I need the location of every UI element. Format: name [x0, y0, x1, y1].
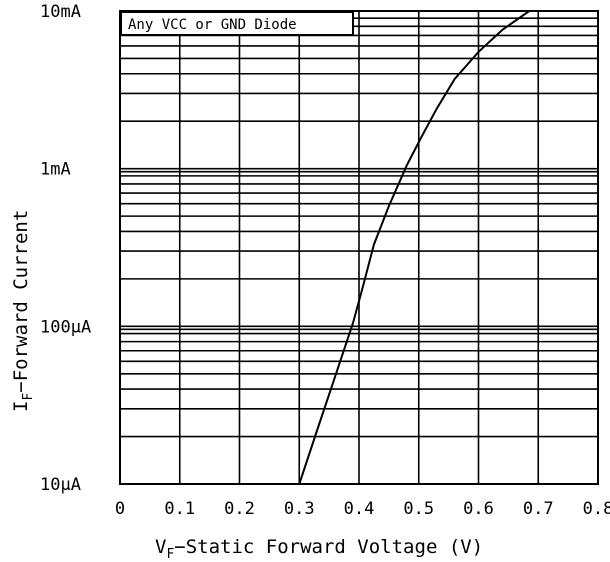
x-tick-label: 0.6	[463, 499, 494, 519]
forward-current-curve	[298, 10, 530, 485]
x-tick-label: 0.1	[164, 499, 195, 519]
y-tick-label: 10mA	[40, 2, 81, 22]
y-tick-labels: 10µA 100µA 1mA 10mA	[40, 2, 91, 495]
x-tick-label: 0.8	[583, 499, 610, 519]
legend-box: Any VCC or GND Diode	[120, 11, 354, 36]
plot-frame	[119, 10, 599, 485]
x-tick-label: 0	[115, 499, 125, 519]
x-tick-labels: 0 0.1 0.2 0.3 0.4 0.5 0.6 0.7 0.8	[115, 499, 610, 519]
x-tick-label: 0.2	[224, 499, 255, 519]
y-axis-title: IF−Forward Current	[10, 210, 36, 412]
grid	[120, 11, 598, 484]
x-tick-label: 0.4	[344, 499, 375, 519]
y-tick-label: 10µA	[40, 475, 81, 495]
x-tick-label: 0.7	[523, 499, 554, 519]
x-axis-title: VF−Static Forward Voltage (V)	[155, 536, 483, 562]
x-tick-label: 0.5	[403, 499, 434, 519]
y-tick-label: 100µA	[40, 317, 91, 337]
y-tick-label: 1mA	[40, 160, 71, 180]
x-tick-label: 0.3	[284, 499, 315, 519]
legend-label: Any VCC or GND Diode	[128, 17, 297, 33]
